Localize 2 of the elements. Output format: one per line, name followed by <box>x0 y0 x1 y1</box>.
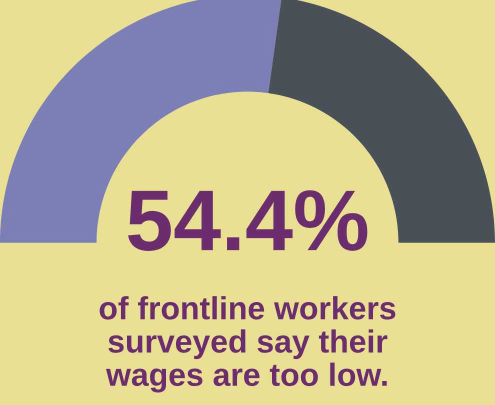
data-label: 54.4% <box>128 190 368 252</box>
text: of frontline workers surveyed say their wages are too low. <box>100 296 396 393</box>
